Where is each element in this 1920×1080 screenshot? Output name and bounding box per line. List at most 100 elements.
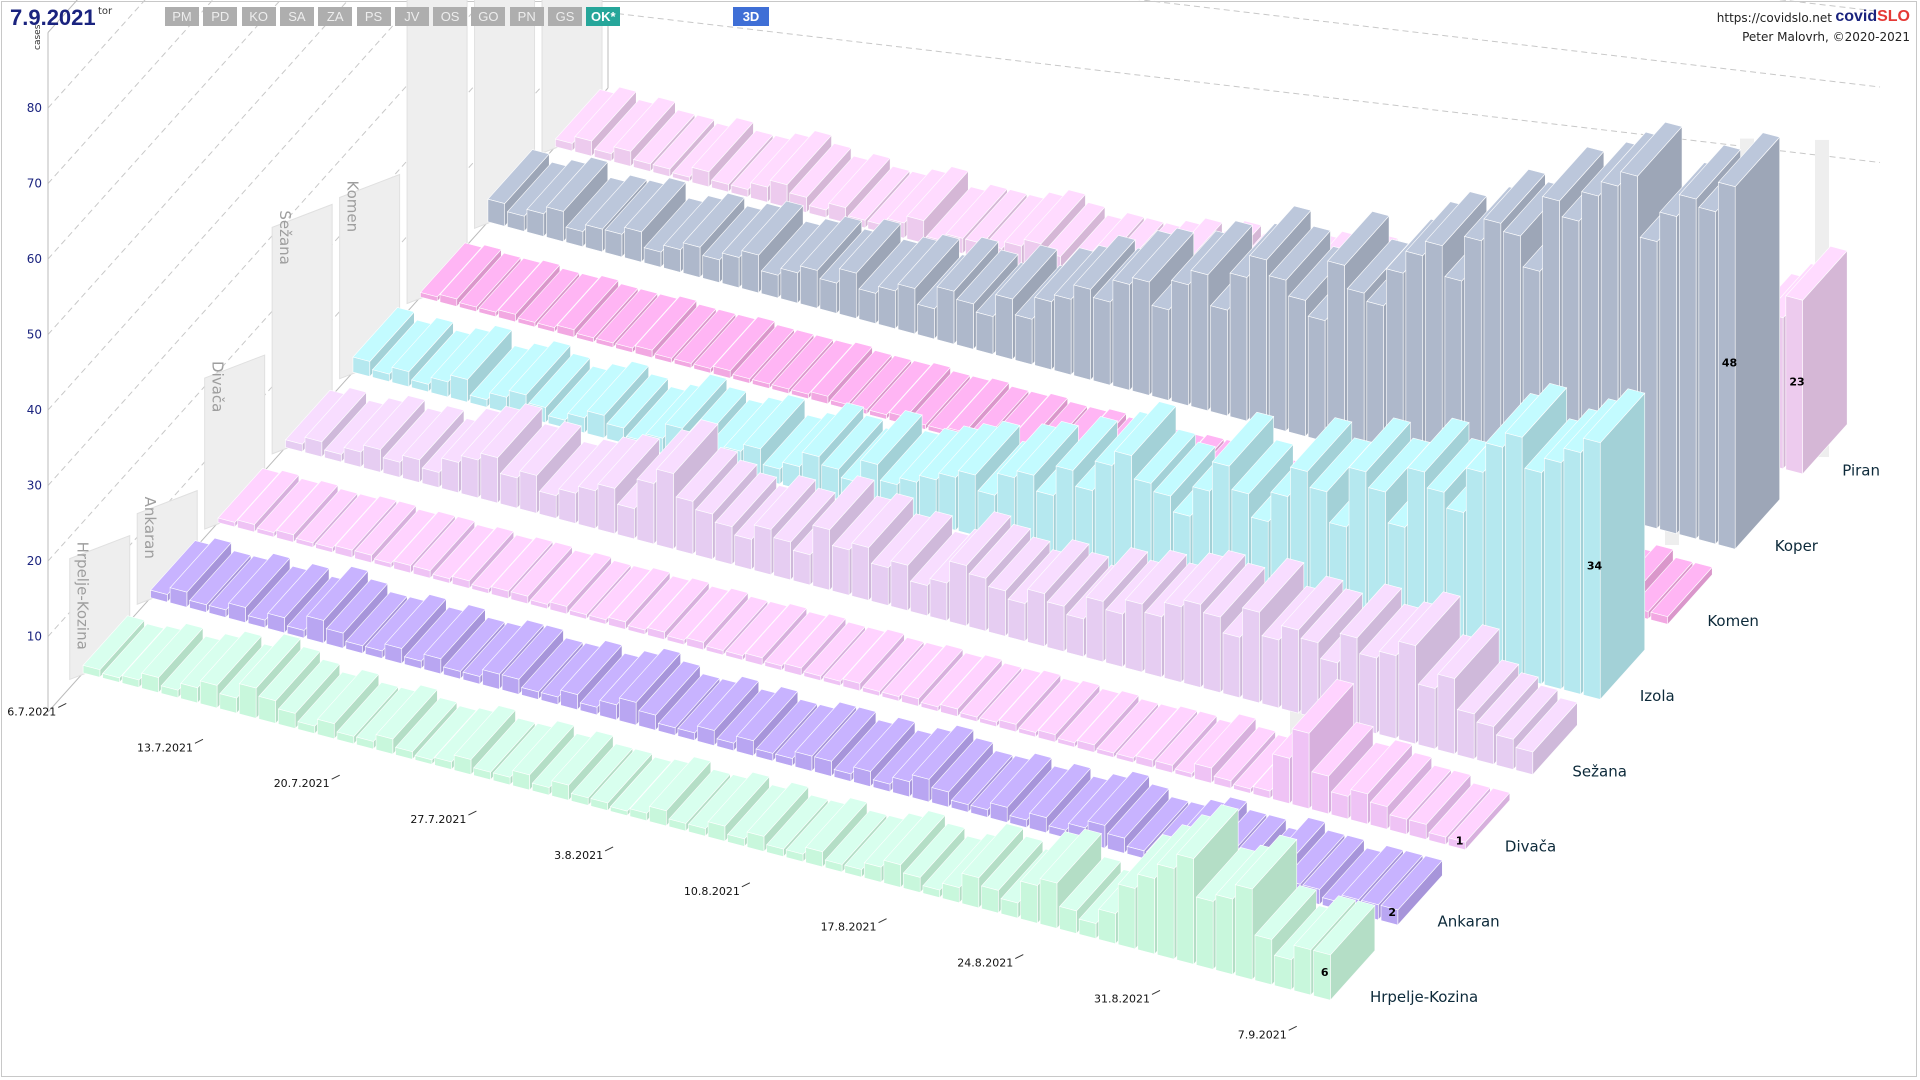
bar-front [1105,609,1123,668]
bar-front [780,268,798,304]
bar-front [734,534,752,571]
bar-front [785,849,804,863]
bar-front [674,358,692,369]
region-button-za[interactable]: ZA [318,7,353,26]
bar-front [453,754,472,776]
region-button-pd[interactable]: PD [203,7,238,26]
bar-front [1183,599,1202,688]
bar-front [1194,763,1212,784]
view-3d-button[interactable]: 3D [733,7,769,26]
bar-front [574,136,593,157]
region-button-jv[interactable]: JV [394,7,429,26]
bar-front [1057,738,1075,748]
bar-front [498,309,516,323]
bar-front [1038,729,1056,743]
bar-front [501,674,520,695]
bar-front [1213,775,1232,789]
bar [647,577,710,641]
bar-front [617,503,635,540]
bar-front [354,550,372,564]
bar-front [1215,894,1233,975]
site-url[interactable]: https://covidslo.net [1716,11,1832,25]
bar-front [706,645,724,656]
bar-front [970,805,988,818]
bar-front [1389,814,1407,835]
region-button-pn[interactable]: PN [509,7,544,26]
bar-front [956,299,974,350]
bar [1717,132,1781,550]
region-button-ps[interactable]: PS [356,7,391,26]
bar-front [532,782,550,796]
region-button-sa[interactable]: SA [279,7,314,26]
bar-front [755,748,774,762]
bar-front [808,205,827,219]
wall-label: Hrpelje-Kozina [74,542,92,650]
bar [998,670,1062,733]
y-tick-label: 60 [27,252,42,266]
copyright: Peter Malovrh, ©2020-2021 [1742,30,1910,44]
bar [842,629,905,692]
bar-front [658,723,676,736]
bar-front [832,545,850,596]
bar-front [1117,883,1136,950]
bar-front [382,457,401,478]
bar-front [693,363,711,374]
bar-front [1359,653,1377,735]
bar [439,244,502,308]
bar-front [420,292,438,302]
bar-front [1307,315,1326,442]
bar-front [610,806,628,817]
bar [556,275,620,339]
bar-front [391,366,410,388]
region-button-gs[interactable]: GS [548,7,582,26]
bar-front [819,278,838,314]
bar-front [1018,727,1036,738]
bar-front [1112,279,1131,391]
brand-logo[interactable]: covidSLO [1835,8,1910,26]
bar-front [619,697,637,726]
bar-front [968,573,987,632]
bar-front [892,776,910,798]
bar-front [578,486,596,530]
region-button-go[interactable]: GO [471,7,506,26]
bar-front [995,294,1013,360]
region-button-os[interactable]: OS [433,7,468,26]
bar-front [633,159,651,172]
bar-front [1563,447,1581,695]
region-button-ok[interactable]: OK* [586,7,621,26]
bar-front [824,859,843,873]
bar-front [682,242,701,278]
x-tick [468,810,477,816]
value-label: 1 [1456,835,1464,848]
region-button-ko[interactable]: KO [241,7,276,26]
bar-front [791,389,809,400]
bar [1313,900,1376,1001]
bar-front [247,615,266,629]
bar-front [1261,635,1280,709]
bar-front [510,591,529,605]
bar-front [460,455,479,499]
bar-front [1418,683,1436,750]
bar-front [1242,607,1260,704]
bar-front [864,862,882,883]
bar-front [1457,709,1475,760]
bar-front [521,687,539,700]
category-label: Ankaran [1437,913,1499,931]
region-button-pm[interactable]: PM [165,7,199,26]
bar [1213,726,1276,790]
x-tick-label: 3.8.2021 [554,849,603,862]
bar-front [761,270,779,299]
bar-front [958,470,976,536]
bar-front [920,702,939,712]
bar-front [1235,884,1253,981]
bar-front [540,692,559,706]
bar-front [160,685,179,699]
bar-front [1293,944,1312,996]
bar-front [1066,614,1084,658]
bar-front [375,734,394,755]
bar-side [1734,136,1780,550]
bar-front [961,872,980,909]
bar-front [608,617,626,630]
bar-front [613,146,632,167]
value-label: 2 [1388,906,1396,919]
